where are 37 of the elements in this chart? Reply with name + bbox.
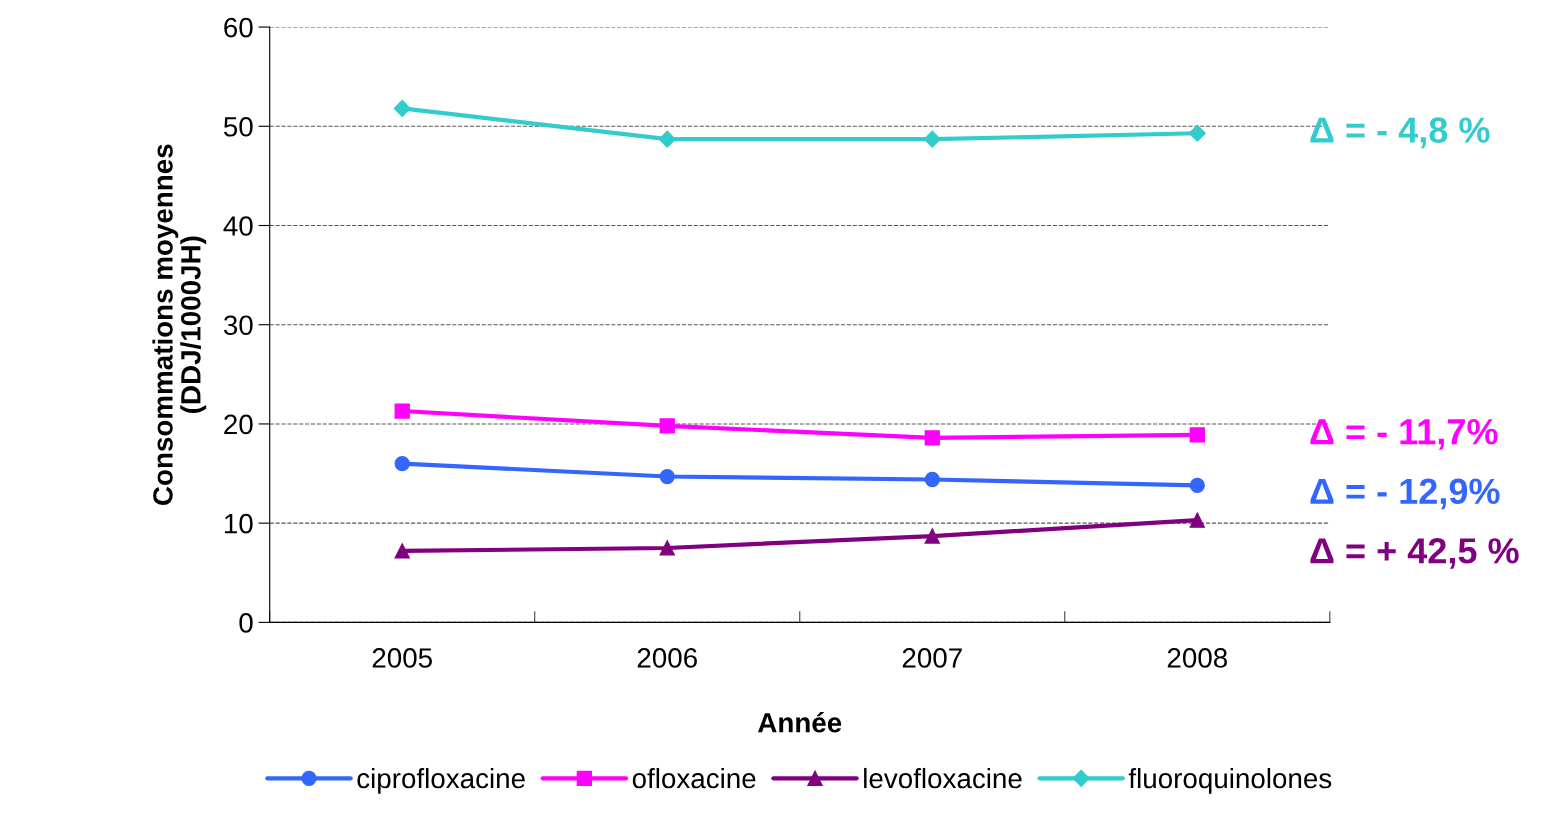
x-tick-label: 2005 [372, 648, 432, 668]
y-tick-label: 60 [224, 17, 253, 38]
y-tick-label: 20 [224, 414, 253, 435]
legend-label: fluoroquinolones [1128, 767, 1332, 794]
annotation: Δ = - 11,7% [1310, 419, 1498, 450]
x-tick-label: 2008 [1167, 648, 1227, 668]
x-axis-title: Année [758, 711, 842, 733]
annotation: Δ = - 12,9% [1310, 478, 1500, 510]
y-tick-label: 10 [224, 513, 253, 534]
y-axis-title: Consommations moyennes (DDJ/1000JH) [152, 144, 207, 505]
y-tick-label: 50 [223, 116, 253, 137]
point [394, 455, 410, 472]
legend-label: levofloxacine [864, 767, 1022, 789]
point [924, 430, 940, 446]
y-tick-label: 40 [223, 216, 253, 236]
point [924, 471, 940, 488]
point [923, 130, 941, 148]
point [659, 540, 675, 556]
y-tick-label: 0 [239, 613, 253, 633]
y-tick-label: 30 [223, 315, 253, 336]
annotation: Δ = - 4,8 % [1310, 117, 1490, 149]
point [658, 130, 676, 148]
point [1189, 427, 1205, 443]
legend-label: ofloxacine [632, 767, 756, 789]
point [393, 99, 411, 117]
point [394, 403, 410, 419]
point [659, 418, 675, 434]
legend-label: ciprofloxacine [357, 767, 525, 794]
annotation: Δ = + 42,5 % [1310, 538, 1519, 569]
point [659, 468, 675, 485]
point [1188, 124, 1206, 142]
point [394, 543, 410, 559]
x-tick-label: 2007 [902, 648, 962, 668]
point [924, 528, 940, 544]
x-tick-label: 2006 [637, 648, 697, 668]
point [1189, 512, 1205, 528]
point [1189, 477, 1205, 494]
